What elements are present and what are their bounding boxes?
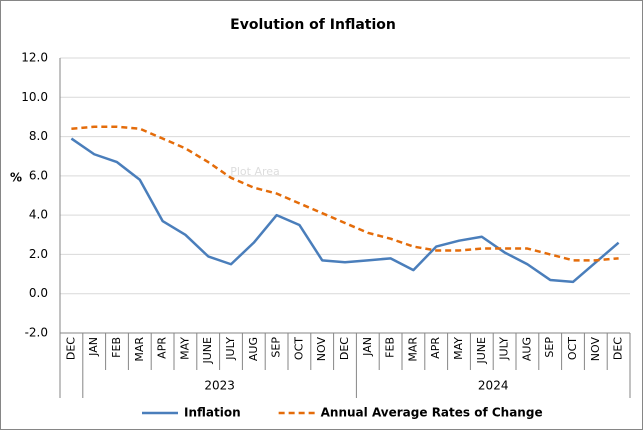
x-tick-label: NOV xyxy=(589,337,602,362)
x-tick-label: SEP xyxy=(270,337,283,358)
legend-label: Inflation xyxy=(184,406,241,420)
y-tick-label: 8.0 xyxy=(29,129,48,143)
annotation: Plot Area xyxy=(230,165,280,178)
y-tick-label: 4.0 xyxy=(29,208,48,222)
y-tick-label: -2.0 xyxy=(25,326,48,340)
x-tick-label: JUNE xyxy=(201,337,214,365)
x-tick-label: APR xyxy=(429,337,442,359)
y-axis-label: % xyxy=(10,171,22,185)
series-line xyxy=(71,125,619,262)
x-tick-label: MAR xyxy=(406,337,419,362)
x-tick-label: DEC xyxy=(64,337,77,360)
x-tick-label: OCT xyxy=(566,337,579,360)
legend-label: Annual Average Rates of Change xyxy=(321,406,543,420)
x-tick-label: NOV xyxy=(315,337,328,362)
x-tick-label: JULY xyxy=(498,337,511,361)
series-line xyxy=(70,137,620,284)
year-label: 2024 xyxy=(478,379,509,393)
x-tick-label: MAY xyxy=(452,337,465,360)
year-label: 2023 xyxy=(204,379,235,393)
x-tick-label: MAY xyxy=(178,337,191,360)
x-tick-label: SEP xyxy=(543,337,556,358)
x-tick-label: JAN xyxy=(361,337,374,357)
x-tick-label: DEC xyxy=(612,337,625,360)
x-tick-label: JUNE xyxy=(475,337,488,365)
y-tick-label: 6.0 xyxy=(29,168,48,182)
x-tick-label: AUG xyxy=(247,337,260,361)
x-tick-label: AUG xyxy=(520,337,533,361)
x-tick-label: JULY xyxy=(224,337,237,361)
x-tick-label: DEC xyxy=(338,337,351,360)
y-tick-label: 10.0 xyxy=(21,90,48,104)
x-tick-label: FEB xyxy=(110,337,123,358)
y-tick-label: 2.0 xyxy=(29,247,48,261)
chart-title: Evolution of Inflation xyxy=(230,17,396,33)
x-tick-label: OCT xyxy=(292,337,305,360)
y-tick-label: 0.0 xyxy=(29,286,48,300)
x-tick-label: APR xyxy=(156,337,169,359)
y-tick-label: 12.0 xyxy=(21,51,48,65)
x-tick-label: JAN xyxy=(87,337,100,357)
x-tick-label: MAR xyxy=(133,337,146,362)
x-tick-label: FEB xyxy=(384,337,397,358)
